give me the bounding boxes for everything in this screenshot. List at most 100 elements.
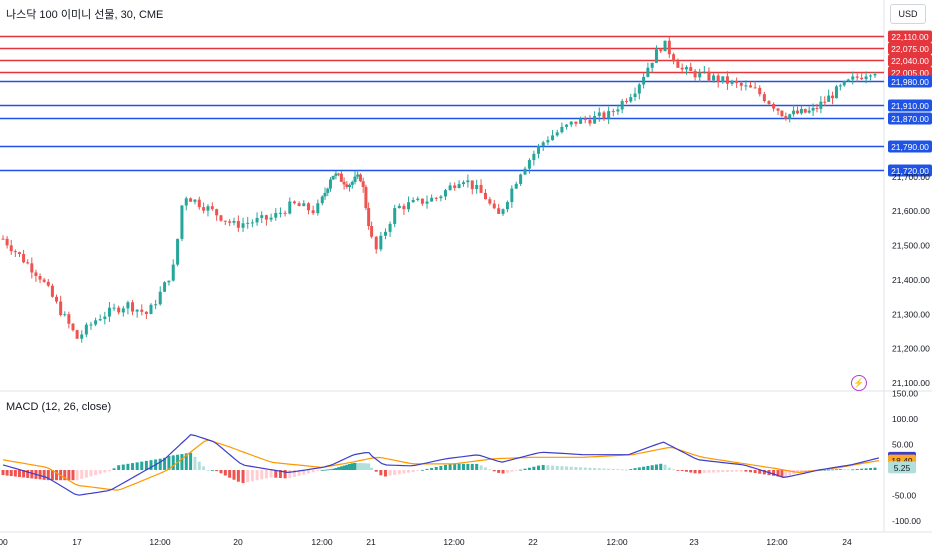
price-tick-label: 21,100.00 [892, 378, 930, 388]
level-price-label: 22,110.00 [891, 32, 928, 42]
candle-body [126, 302, 130, 309]
candle-body [84, 324, 88, 335]
macd-histogram-bar [443, 464, 447, 470]
candle-body [144, 311, 148, 315]
candle-body [443, 190, 447, 197]
candle-body [320, 196, 324, 204]
macd-histogram-bar [624, 469, 628, 471]
candle-body [278, 212, 282, 214]
candle-body [546, 140, 550, 143]
macd-histogram-bar [75, 470, 79, 481]
candle-body [38, 275, 42, 280]
macd-histogram-bar [838, 469, 842, 470]
candle-body [510, 188, 514, 203]
macd-histogram-bar [680, 470, 684, 471]
candle-body [383, 231, 387, 236]
macd-histogram-bar [780, 470, 784, 478]
macd-histogram-bar [42, 470, 46, 480]
candle-body [739, 82, 743, 86]
lightning-icon[interactable]: ⚡ [851, 375, 867, 391]
candle-body [103, 316, 107, 320]
macd-histogram-bar [523, 468, 527, 470]
macd-histogram-bar [602, 468, 606, 470]
macd-histogram-bar [38, 470, 42, 480]
candle-body [620, 101, 624, 110]
candle-body [306, 203, 310, 211]
candle-body [560, 126, 564, 133]
macd-histogram-bar [292, 470, 296, 477]
price-tick-label: 21,500.00 [892, 241, 930, 251]
macd-histogram-bar [370, 467, 374, 470]
macd-histogram-bar [144, 460, 148, 470]
candle-body [693, 70, 697, 78]
candle-body [121, 308, 125, 313]
macd-histogram-bar [306, 470, 310, 474]
currency-button[interactable]: USD [890, 4, 926, 24]
macd-histogram-bar [735, 470, 739, 472]
macd-histogram-bar [693, 470, 697, 474]
candle-body [167, 280, 171, 283]
macd-histogram-bar [411, 470, 415, 472]
macd-histogram-bar [555, 465, 559, 470]
macd-histogram-bar [730, 470, 734, 472]
macd-histogram-bar [532, 466, 536, 470]
macd-histogram-bar [762, 470, 766, 475]
macd-histogram-bar [744, 470, 748, 472]
candle-body [434, 197, 438, 199]
macd-histogram-bar [236, 470, 240, 482]
macd-histogram-bar [163, 457, 167, 470]
macd-histogram-bar [597, 468, 601, 470]
time-tick-label: 17 [72, 537, 82, 547]
candle-body [772, 104, 776, 109]
candle-body [767, 101, 771, 105]
macd-histogram-bar [250, 470, 254, 482]
macd-histogram-bar [374, 470, 378, 472]
candle-body [107, 307, 111, 317]
macd-histogram-bar [707, 470, 711, 473]
macd-histogram-bar [189, 452, 193, 470]
candle-body [171, 264, 175, 281]
macd-histogram-bar [353, 462, 357, 470]
macd-histogram-bar [593, 468, 597, 470]
macd-histogram-bar [140, 461, 144, 470]
macd-histogram-bar [383, 470, 387, 477]
candle-body [855, 76, 859, 78]
candle-body [707, 71, 711, 81]
macd-histogram-bar [560, 466, 564, 470]
macd-histogram-bar [388, 470, 392, 476]
macd-histogram-bar [50, 470, 54, 481]
macd-histogram-bar [497, 470, 501, 473]
macd-histogram-bar [331, 468, 335, 470]
macd-histogram-bar [753, 470, 757, 474]
candle-body [461, 182, 465, 185]
candle-body [323, 192, 327, 197]
candle-body [339, 173, 343, 182]
candle-body [416, 198, 420, 201]
candle-body [555, 132, 559, 136]
macd-histogram-bar [416, 470, 420, 471]
candle-body [430, 197, 434, 202]
candle-body [593, 115, 597, 124]
candle-body [537, 146, 541, 154]
macd-histogram-bar [541, 465, 545, 470]
macd-histogram-bar [510, 470, 514, 472]
macd-histogram-bar [689, 470, 693, 473]
macd-tick-label: -50.00 [892, 491, 916, 501]
level-price-tag [888, 30, 932, 43]
candle-body [574, 121, 578, 124]
macd-histogram-bar [9, 470, 13, 477]
macd-histogram-bar [470, 463, 474, 470]
macd-histogram-bar [278, 470, 282, 478]
candle-body [402, 205, 406, 210]
candle-body [583, 118, 587, 120]
macd-histogram-bar [71, 470, 75, 481]
candle-body [89, 324, 93, 326]
candle-body [202, 207, 206, 211]
candle-body [698, 72, 702, 78]
level-price-tag [888, 99, 932, 112]
macd-histogram-bar [620, 469, 624, 471]
candle-body [140, 309, 144, 312]
macd-histogram-bar [30, 470, 34, 479]
time-tick-label: 12:00 [766, 537, 788, 547]
